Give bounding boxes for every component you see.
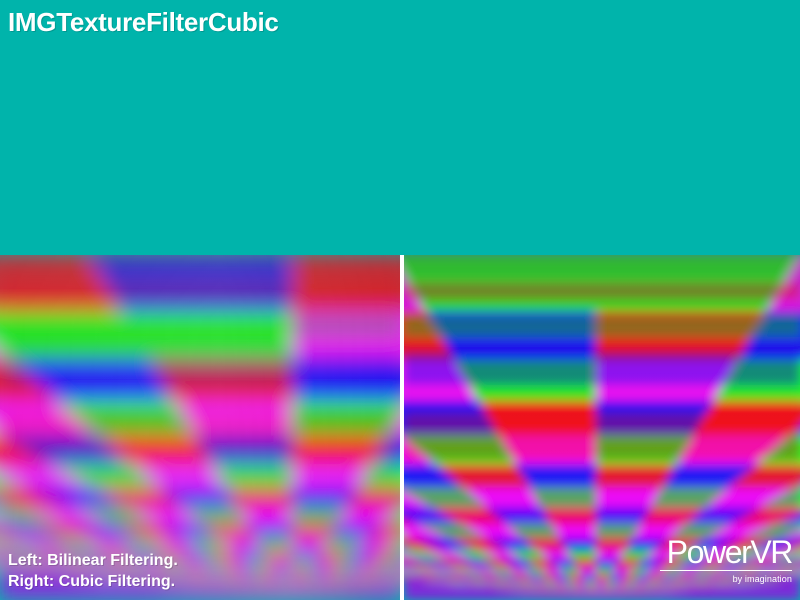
left-filter-label: Left: Bilinear Filtering. [8, 552, 178, 569]
left-surface-sheen [0, 255, 400, 600]
textured-ground-plane [0, 255, 800, 600]
comparison-divider [400, 255, 404, 600]
powervr-logo: PowerVR by imagination [660, 534, 794, 584]
demo-title: IMGTextureFilterCubic [8, 7, 279, 37]
imagination-tagline: by imagination [732, 574, 792, 584]
filter-caption: Left: Bilinear Filtering. Right: Cubic F… [8, 550, 178, 592]
right-filter-label: Right: Cubic Filtering. [8, 573, 176, 590]
filtering-comparison-render [0, 255, 800, 600]
right-horizon-fade [404, 255, 800, 600]
logo-rule [660, 570, 792, 571]
powervr-wordmark: PowerVR [666, 534, 794, 570]
